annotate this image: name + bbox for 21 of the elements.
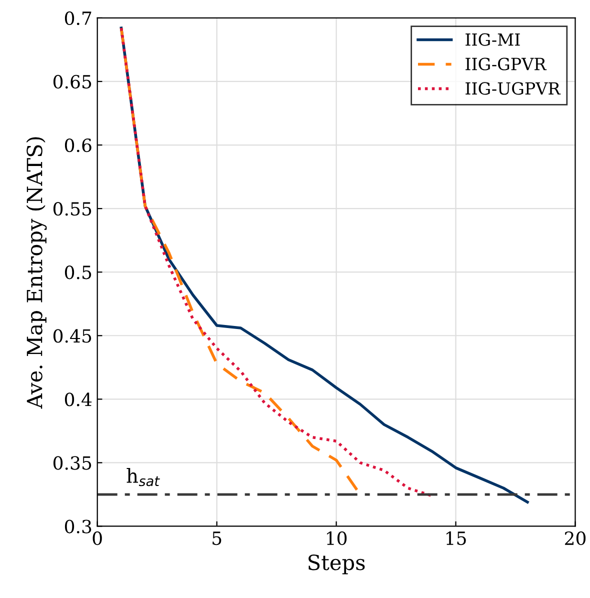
legend-label: IIG-MI — [466, 33, 520, 46]
y-tick-label: 0.65 — [53, 74, 92, 89]
y-axis-title: Ave. Map Entropy (NATS) — [26, 137, 47, 409]
y-tick-label: 0.35 — [53, 456, 92, 470]
x-tick-label: 5 — [212, 532, 222, 546]
y-tick-label: 0.7 — [64, 11, 92, 26]
y-tick-label: 0.6 — [64, 138, 92, 152]
legend-label: IIG-UGPVR — [466, 82, 561, 95]
legend-label: IIG-GPVR — [466, 58, 547, 70]
line-series — [120, 26, 434, 498]
ref-line-label: h$_{sat}$ — [126, 468, 160, 486]
y-tick-label: 0.3 — [64, 520, 92, 534]
x-tick-label: 20 — [564, 531, 586, 546]
y-tick-label: 0.4 — [64, 392, 92, 406]
x-tick-label: 15 — [446, 531, 466, 546]
y-tick-label: 0.5 — [64, 266, 92, 280]
x-tick-label: 0 — [92, 531, 102, 546]
x-tick-label: 10 — [327, 531, 347, 546]
x-axis-title: Steps — [308, 554, 365, 574]
y-tick-label: 0.55 — [53, 202, 92, 216]
y-tick-label: 0.45 — [53, 329, 92, 343]
